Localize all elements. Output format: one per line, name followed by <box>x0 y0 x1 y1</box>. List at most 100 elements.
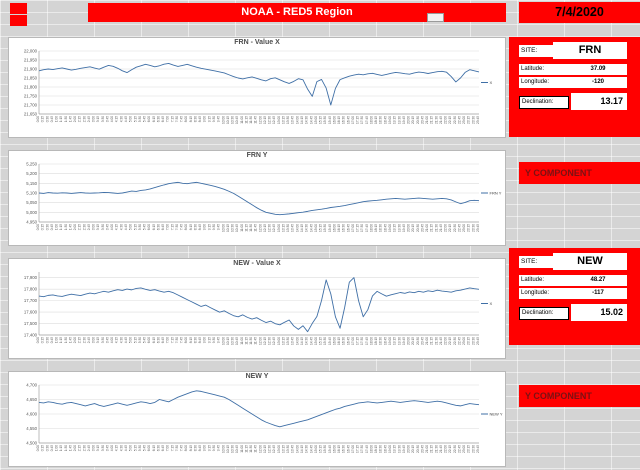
svg-text:22:00: 22:00 <box>444 445 448 453</box>
svg-text:1:00: 1:00 <box>55 337 59 343</box>
svg-text:1:00: 1:00 <box>55 224 59 230</box>
chart-plot-frn-x: 21,650 21,700 21,750 21,800 21,850 21,900 21,9… <box>9 48 505 136</box>
svg-text:21,650: 21,650 <box>24 112 38 117</box>
svg-text:10:15: 10:15 <box>226 337 230 345</box>
svg-text:18:00: 18:00 <box>369 224 373 232</box>
svg-text:16:00: 16:00 <box>332 445 336 453</box>
svg-text:14:45: 14:45 <box>309 224 313 232</box>
svg-text:1:45: 1:45 <box>68 224 72 230</box>
latitude-label: Latitude: <box>519 64 569 75</box>
chart-title-new-x: NEW - Value X <box>233 260 281 267</box>
svg-text:21:30: 21:30 <box>434 116 438 124</box>
svg-text:21:00: 21:00 <box>425 116 429 124</box>
chart-new-value-x[interactable]: NEW - Value X 17,400 17,500 17,600 17,700 17… <box>8 258 506 359</box>
svg-text:9:45: 9:45 <box>217 445 221 451</box>
chart-new-y[interactable]: NEW Y 4,500 4,550 4,600 4,650 4,700 0:00 0:15 0… <box>8 371 506 467</box>
svg-text:10:45: 10:45 <box>235 337 239 345</box>
svg-text:9:45: 9:45 <box>217 337 221 343</box>
corner-red-cell-top[interactable] <box>10 3 27 14</box>
svg-text:19:00: 19:00 <box>388 445 392 453</box>
svg-text:4:45: 4:45 <box>124 224 128 230</box>
svg-text:9:00: 9:00 <box>203 445 207 451</box>
svg-text:12:45: 12:45 <box>272 116 276 124</box>
svg-text:0:30: 0:30 <box>45 445 49 451</box>
chart-frn-y[interactable]: FRN Y 4,950 5,000 5,050 5,100 5,150 5,200 5,25… <box>8 150 506 246</box>
svg-text:4,500: 4,500 <box>26 441 37 446</box>
svg-text:1:30: 1:30 <box>64 116 68 122</box>
svg-text:17:45: 17:45 <box>365 445 369 453</box>
svg-text:3:30: 3:30 <box>101 224 105 230</box>
declination-value[interactable]: 13.17 <box>571 93 627 110</box>
svg-text:20:00: 20:00 <box>407 445 411 453</box>
svg-text:20:15: 20:15 <box>411 224 415 232</box>
svg-text:4:30: 4:30 <box>119 116 123 122</box>
svg-text:6:15: 6:15 <box>152 445 156 451</box>
latitude-value[interactable]: 48.27 <box>569 275 627 286</box>
svg-text:16:15: 16:15 <box>337 337 341 345</box>
declination-value[interactable]: 15.02 <box>571 304 627 321</box>
svg-text:17:00: 17:00 <box>351 116 355 124</box>
svg-text:16:00: 16:00 <box>332 116 336 124</box>
corner-red-cell-bottom[interactable] <box>10 15 27 26</box>
site-value[interactable]: FRN <box>553 42 627 59</box>
site-value[interactable]: NEW <box>553 253 627 270</box>
svg-text:23:30: 23:30 <box>471 116 475 124</box>
longitude-value[interactable]: -120 <box>569 77 627 88</box>
svg-text:12:30: 12:30 <box>268 445 272 453</box>
svg-text:13:00: 13:00 <box>277 337 281 345</box>
svg-text:22:45: 22:45 <box>457 445 461 453</box>
svg-text:3:15: 3:15 <box>96 337 100 343</box>
svg-text:19:15: 19:15 <box>393 116 397 124</box>
svg-text:5:00: 5:00 <box>129 337 133 343</box>
svg-text:4,600: 4,600 <box>26 412 37 417</box>
report-date-cell[interactable]: 7/4/2020 <box>519 2 640 23</box>
longitude-value[interactable]: -117 <box>569 288 627 299</box>
svg-text:3:45: 3:45 <box>105 337 109 343</box>
svg-text:9:00: 9:00 <box>203 337 207 343</box>
svg-text:21:30: 21:30 <box>434 445 438 453</box>
svg-text:5,200: 5,200 <box>26 171 37 176</box>
svg-text:13:45: 13:45 <box>291 445 295 453</box>
svg-text:12:00: 12:00 <box>258 224 262 232</box>
svg-text:4:30: 4:30 <box>119 445 123 451</box>
svg-text:16:15: 16:15 <box>337 224 341 232</box>
svg-text:20:45: 20:45 <box>420 337 424 345</box>
svg-text:9:00: 9:00 <box>203 224 207 230</box>
svg-text:6:00: 6:00 <box>147 224 151 230</box>
svg-text:7:15: 7:15 <box>170 116 174 122</box>
svg-text:5:45: 5:45 <box>143 224 147 230</box>
svg-text:7:45: 7:45 <box>180 116 184 122</box>
svg-text:8:00: 8:00 <box>184 116 188 122</box>
svg-text:16:45: 16:45 <box>346 224 350 232</box>
svg-text:16:45: 16:45 <box>346 116 350 124</box>
svg-text:8:30: 8:30 <box>193 337 197 343</box>
svg-text:16:45: 16:45 <box>346 445 350 453</box>
svg-text:2:45: 2:45 <box>87 116 91 122</box>
svg-text:5:30: 5:30 <box>138 224 142 230</box>
latitude-value[interactable]: 37.09 <box>569 64 627 75</box>
svg-text:10:00: 10:00 <box>221 337 225 345</box>
svg-text:7:15: 7:15 <box>170 337 174 343</box>
svg-text:7:30: 7:30 <box>175 337 179 343</box>
svg-text:13:45: 13:45 <box>291 116 295 124</box>
svg-text:19:30: 19:30 <box>397 337 401 345</box>
svg-text:14:00: 14:00 <box>295 337 299 345</box>
svg-text:2:30: 2:30 <box>82 116 86 122</box>
chart-canvas: 17,400 17,500 17,600 17,700 17,800 17,900 0:00… <box>24 272 493 345</box>
svg-text:19:45: 19:45 <box>402 224 406 232</box>
svg-text:13:15: 13:15 <box>281 445 285 453</box>
svg-text:12:45: 12:45 <box>272 337 276 345</box>
svg-text:3:00: 3:00 <box>92 337 96 343</box>
svg-text:22:00: 22:00 <box>444 337 448 345</box>
svg-text:17:45: 17:45 <box>365 116 369 124</box>
svg-text:18:45: 18:45 <box>383 445 387 453</box>
chart-frn-value-x[interactable]: FRN - Value X 21,650 21,700 21,750 21,800 21… <box>8 37 506 138</box>
svg-text:20:15: 20:15 <box>411 337 415 345</box>
svg-text:15:45: 15:45 <box>328 224 332 232</box>
svg-text:8:15: 8:15 <box>189 116 193 122</box>
svg-text:6:45: 6:45 <box>161 337 165 343</box>
svg-text:10:45: 10:45 <box>235 116 239 124</box>
svg-text:23:15: 23:15 <box>467 445 471 453</box>
svg-text:0:45: 0:45 <box>50 116 54 122</box>
